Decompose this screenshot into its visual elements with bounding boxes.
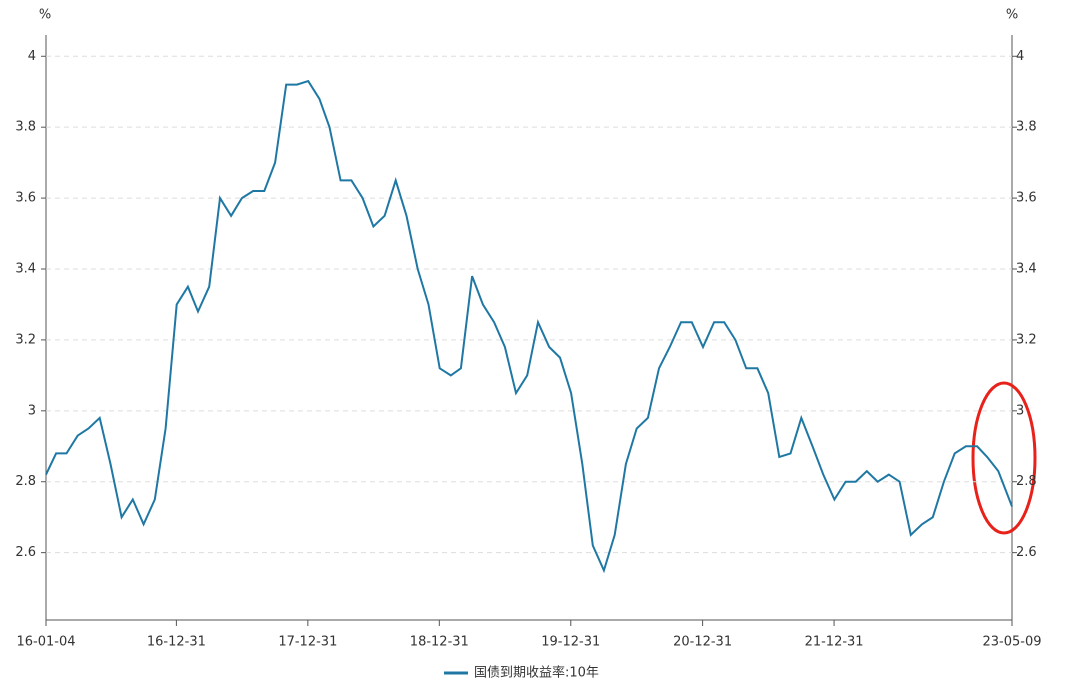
y-tick-label: 3.6	[15, 191, 36, 206]
y2-tick-label: 2.8	[1016, 474, 1037, 489]
x-tick-label: 18-12-31	[410, 635, 469, 650]
data-line	[45, 79, 1013, 574]
y-tick-label: 3.8	[15, 120, 36, 135]
y-tick-label: 4	[28, 49, 36, 64]
x-tick-label: 16-01-04	[16, 635, 75, 650]
x-tick-label: 17-12-31	[278, 635, 337, 650]
y-tick-label: 3.2	[15, 332, 36, 347]
y2-tick-label: 3.6	[1016, 191, 1037, 206]
y2-tick-label: 2.6	[1016, 545, 1037, 560]
x-tick-label: 19-12-31	[541, 635, 600, 650]
x-tick-label: 23-05-09	[982, 635, 1041, 650]
legend-label: 国债到期收益率:10年	[474, 665, 599, 681]
y-tick-label: 2.6	[15, 545, 36, 560]
y2-tick-label: 3.4	[1016, 262, 1037, 277]
x-tick-label: 16-12-31	[147, 635, 206, 650]
y-unit: %	[39, 8, 51, 23]
y-tick-label: 3.4	[15, 262, 36, 277]
y2-tick-label: 3.8	[1016, 120, 1037, 135]
x-tick-label: 21-12-31	[805, 635, 864, 650]
y2-tick-label: 3	[1016, 403, 1024, 418]
highlight-ellipse	[971, 381, 1037, 535]
x-tick-label: 20-12-31	[673, 635, 732, 650]
y2-tick-label: 4	[1016, 49, 1024, 64]
y-tick-label: 2.8	[15, 474, 36, 489]
y2-tick-label: 3.2	[1016, 332, 1037, 347]
y2-unit: %	[1006, 8, 1018, 23]
y-tick-label: 3	[28, 403, 36, 418]
